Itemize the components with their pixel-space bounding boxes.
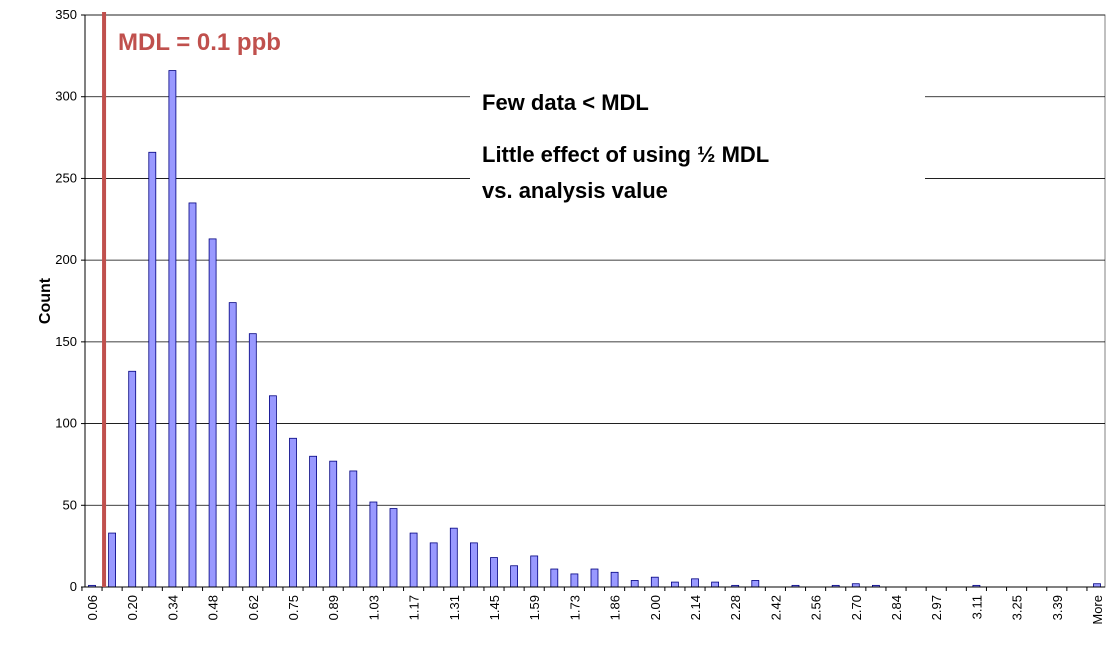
bar bbox=[128, 370, 137, 588]
bar bbox=[108, 532, 116, 588]
y-tick-label: 0 bbox=[70, 579, 77, 594]
x-tick-label: 3.25 bbox=[1010, 595, 1025, 620]
annotation: vs. analysis value bbox=[482, 178, 668, 203]
x-tick-label: 3.11 bbox=[969, 595, 984, 619]
x-tick-label: 2.00 bbox=[648, 595, 663, 620]
y-tick-label: 150 bbox=[55, 334, 77, 349]
bar bbox=[228, 302, 237, 588]
x-tick-label: 1.45 bbox=[487, 595, 502, 620]
bar bbox=[389, 508, 398, 588]
x-tick-label: 2.97 bbox=[929, 595, 944, 620]
x-tick-label: 0.89 bbox=[326, 595, 341, 620]
x-tick-label: 2.42 bbox=[768, 595, 783, 620]
y-tick-label: 350 bbox=[55, 7, 77, 22]
bar bbox=[208, 238, 217, 588]
bar bbox=[530, 555, 539, 588]
bar bbox=[289, 437, 297, 588]
bar bbox=[671, 581, 679, 588]
annotation: MDL = 0.1 ppb bbox=[118, 29, 281, 56]
y-tick-label: 250 bbox=[55, 170, 77, 185]
bar bbox=[349, 470, 358, 588]
bar bbox=[590, 568, 599, 588]
bar bbox=[550, 568, 559, 588]
x-tick-label: 0.34 bbox=[165, 595, 180, 620]
x-tick-label: 2.14 bbox=[688, 595, 703, 620]
bar bbox=[268, 395, 277, 588]
x-tick-label: 2.56 bbox=[809, 595, 824, 620]
x-tick-label: 0.20 bbox=[125, 595, 140, 620]
x-tick-label: 1.73 bbox=[567, 595, 582, 620]
bar bbox=[711, 581, 719, 588]
bar bbox=[650, 576, 659, 588]
annotation-box bbox=[470, 82, 925, 210]
bar bbox=[329, 460, 338, 588]
x-tick-label: 1.59 bbox=[527, 595, 542, 620]
x-tick-label: 0.62 bbox=[246, 595, 261, 620]
x-tick-label: More bbox=[1090, 595, 1105, 625]
bar bbox=[369, 501, 378, 588]
x-tick-label: 2.28 bbox=[728, 595, 743, 620]
bar bbox=[630, 580, 639, 588]
x-tick-label: 2.84 bbox=[889, 595, 904, 620]
x-tick-label: 0.06 bbox=[85, 595, 100, 620]
x-tick-label: 1.03 bbox=[366, 595, 381, 620]
bar bbox=[610, 571, 619, 588]
bar bbox=[570, 573, 579, 588]
y-tick-label: 200 bbox=[55, 252, 77, 267]
bar bbox=[248, 333, 257, 588]
annotation: Little effect of using ½ MDL bbox=[482, 142, 769, 167]
x-tick-label: 1.86 bbox=[608, 595, 623, 620]
bar bbox=[751, 580, 760, 588]
bar bbox=[429, 542, 438, 588]
bar bbox=[188, 202, 197, 588]
bar bbox=[309, 455, 318, 588]
bar bbox=[490, 557, 498, 588]
x-tick-label: 2.70 bbox=[849, 595, 864, 620]
x-tick-label: 0.75 bbox=[286, 595, 301, 620]
x-tick-label: 3.39 bbox=[1050, 595, 1065, 620]
bar bbox=[409, 532, 418, 588]
y-tick-label: 300 bbox=[55, 89, 77, 104]
bar bbox=[691, 578, 699, 588]
bar bbox=[168, 70, 177, 588]
bar bbox=[469, 542, 478, 588]
y-axis-label: Count bbox=[37, 277, 54, 324]
y-tick-label: 100 bbox=[55, 416, 77, 431]
bar bbox=[510, 565, 519, 588]
x-tick-label: 1.31 bbox=[447, 595, 462, 620]
x-tick-label: 0.48 bbox=[206, 595, 221, 620]
bar bbox=[148, 151, 157, 588]
y-tick-label: 50 bbox=[63, 497, 77, 512]
x-tick-label: 1.17 bbox=[407, 595, 422, 620]
bar bbox=[449, 527, 458, 588]
annotation: Few data < MDL bbox=[482, 90, 649, 115]
